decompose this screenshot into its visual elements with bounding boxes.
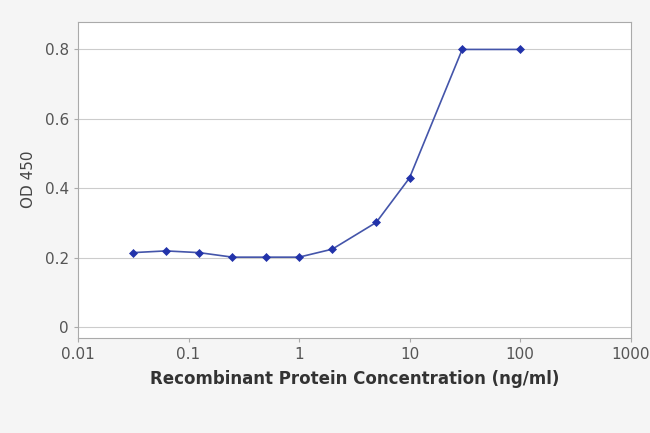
X-axis label: Recombinant Protein Concentration (ng/ml): Recombinant Protein Concentration (ng/ml… bbox=[150, 370, 559, 388]
Y-axis label: OD 450: OD 450 bbox=[21, 151, 36, 208]
